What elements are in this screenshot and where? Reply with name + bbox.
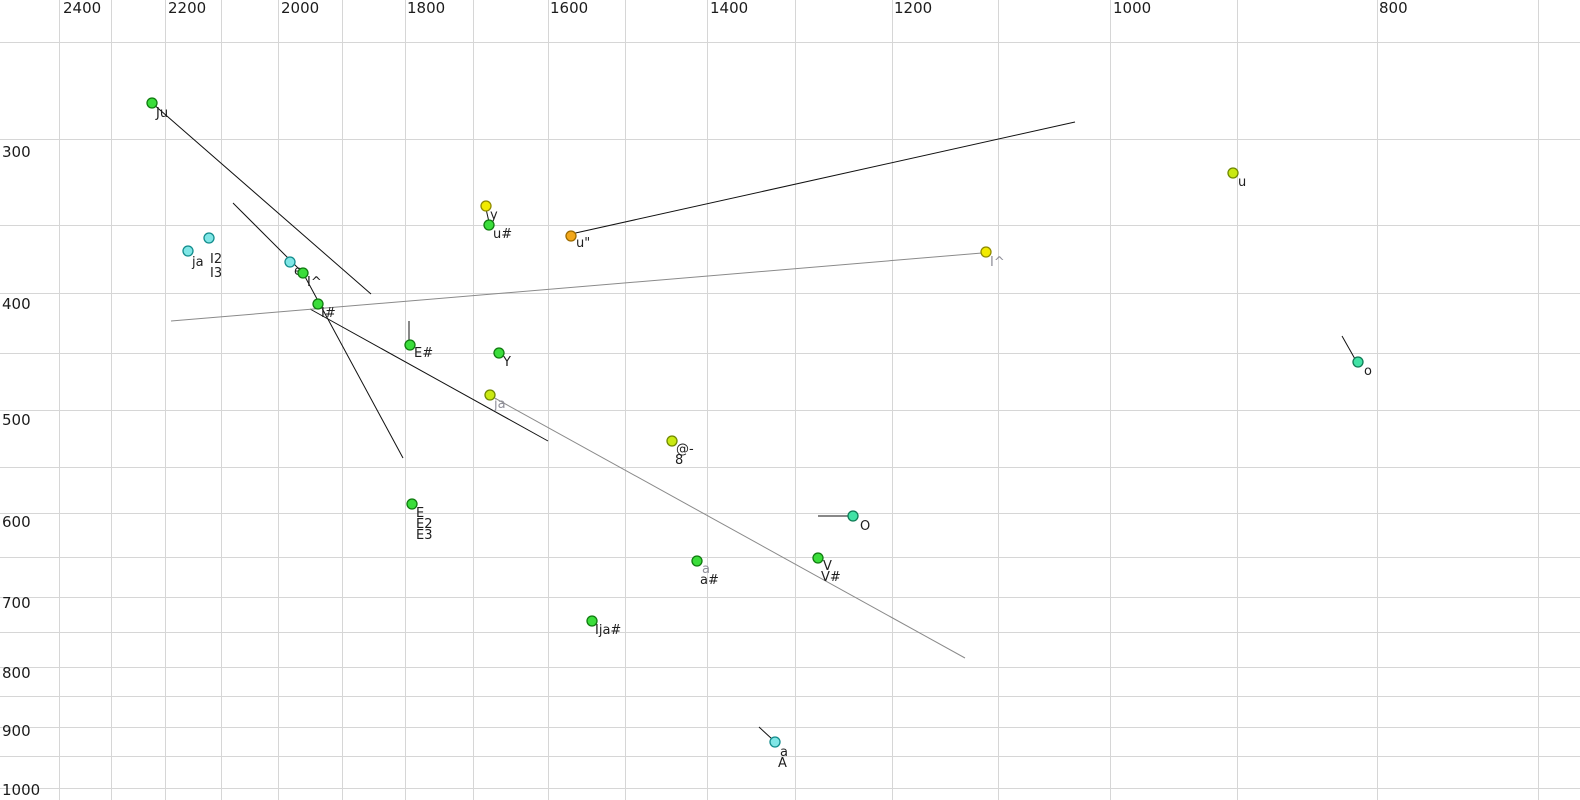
- data-point-@-[interactable]: [666, 435, 678, 447]
- trajectory-line-black: [151, 102, 372, 295]
- point-label: u: [1238, 175, 1246, 190]
- x-tick-label: 1000: [1113, 0, 1151, 17]
- x-tick-label: 1600: [550, 0, 588, 17]
- point-label: V: [823, 559, 832, 574]
- data-point-I#[interactable]: [312, 298, 324, 310]
- x-tick-label: 2000: [281, 0, 319, 17]
- point-label: @-: [676, 442, 694, 457]
- data-point-V#[interactable]: [812, 552, 824, 564]
- data-point-e[interactable]: [284, 256, 296, 268]
- point-label: O: [860, 519, 870, 534]
- point-label: I^: [990, 255, 1005, 270]
- x-tick-label: 1400: [710, 0, 748, 17]
- y-tick-label: 1000: [2, 781, 40, 799]
- x-tick-label: 1800: [407, 0, 445, 17]
- x-tick-label: 800: [1379, 0, 1408, 17]
- point-label: I2: [210, 252, 222, 267]
- data-point-u"[interactable]: [565, 230, 577, 242]
- x-tick-label: 1200: [894, 0, 932, 17]
- point-label: o: [1364, 364, 1372, 379]
- data-point-I^-2[interactable]: [980, 246, 992, 258]
- point-label: I#: [321, 306, 336, 321]
- x-tick-label: 2200: [168, 0, 206, 17]
- point-label: I3: [210, 266, 222, 281]
- data-point-I^[interactable]: [297, 267, 309, 279]
- point-label: Y: [502, 355, 511, 370]
- data-point-ja-2[interactable]: [484, 389, 496, 401]
- point-label: ja: [493, 397, 506, 412]
- point-label: A: [778, 756, 787, 771]
- y-tick-label: 300: [2, 143, 31, 161]
- point-label: I^: [307, 275, 322, 290]
- trajectory-line-gray: [170, 252, 983, 322]
- x-tick-label: 2400: [63, 0, 101, 17]
- data-point-E#[interactable]: [404, 339, 416, 351]
- point-label: a: [702, 562, 710, 577]
- point-label: E#: [414, 346, 433, 361]
- y-tick-label: 900: [2, 722, 31, 740]
- trajectory-line-black: [758, 726, 773, 740]
- point-label: u": [576, 236, 590, 251]
- data-point-a-A[interactable]: [769, 736, 781, 748]
- data-point-u[interactable]: [1227, 167, 1239, 179]
- point-label: ja: [191, 255, 204, 270]
- data-point-ja[interactable]: [182, 245, 194, 257]
- point-label: V#: [821, 570, 841, 585]
- y-tick-label: 400: [2, 295, 31, 313]
- data-point-Y[interactable]: [493, 347, 505, 359]
- y-tick-label: 500: [2, 411, 31, 429]
- data-point-E[interactable]: [406, 498, 418, 510]
- point-label: E: [416, 506, 424, 521]
- y-tick-label: 800: [2, 664, 31, 682]
- point-label: E3: [416, 528, 433, 543]
- data-point-Ju[interactable]: [146, 97, 158, 109]
- point-label: y: [490, 208, 498, 223]
- point-label: a: [780, 745, 788, 760]
- point-label: 8: [675, 453, 683, 468]
- data-point-y[interactable]: [480, 200, 492, 212]
- point-label: a#: [700, 573, 719, 588]
- data-point-Ija#[interactable]: [586, 615, 598, 627]
- y-tick-label: 700: [2, 594, 31, 612]
- data-point-a#[interactable]: [691, 555, 703, 567]
- y-tick-label: 600: [2, 513, 31, 531]
- point-label: E2: [416, 517, 433, 532]
- data-point-O[interactable]: [847, 510, 859, 522]
- point-label: Ju: [155, 106, 168, 121]
- trajectory-line-black: [570, 121, 1076, 235]
- point-label: Ija#: [595, 623, 621, 638]
- trajectory-line-black: [309, 308, 549, 442]
- point-label: u#: [493, 227, 512, 242]
- trajectory-line-black: [1341, 335, 1356, 360]
- trajectory-line-gray: [490, 395, 966, 659]
- data-point-I2-I3[interactable]: [203, 232, 215, 244]
- data-point-u#[interactable]: [483, 219, 495, 231]
- data-point-o[interactable]: [1352, 356, 1364, 368]
